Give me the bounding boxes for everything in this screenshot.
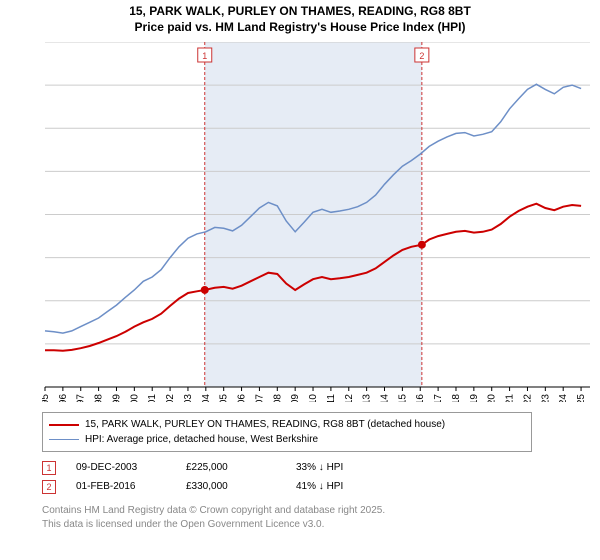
legend-label-property: 15, PARK WALK, PURLEY ON THAMES, READING… xyxy=(85,417,445,432)
svg-text:2018: 2018 xyxy=(451,394,462,402)
legend-row-property: 15, PARK WALK, PURLEY ON THAMES, READING… xyxy=(49,417,525,432)
svg-text:2020: 2020 xyxy=(487,394,498,402)
legend-swatch-hpi xyxy=(49,439,79,440)
legend-row-hpi: HPI: Average price, detached house, West… xyxy=(49,432,525,447)
svg-text:2009: 2009 xyxy=(290,394,301,402)
svg-text:2019: 2019 xyxy=(469,394,480,402)
svg-text:2017: 2017 xyxy=(433,394,444,402)
svg-text:2010: 2010 xyxy=(308,394,319,402)
title-line-1: 15, PARK WALK, PURLEY ON THAMES, READING… xyxy=(0,4,600,20)
marker-table: 1 09-DEC-2003 £225,000 33% ↓ HPI 2 01-FE… xyxy=(42,458,582,496)
footnote-line-2: This data is licensed under the Open Gov… xyxy=(42,518,582,532)
svg-text:2003: 2003 xyxy=(183,394,194,402)
legend-box: 15, PARK WALK, PURLEY ON THAMES, READING… xyxy=(42,412,532,452)
title-line-2: Price paid vs. HM Land Registry's House … xyxy=(0,20,600,36)
marker-pct-2: 41% ↓ HPI xyxy=(296,477,386,496)
svg-text:2024: 2024 xyxy=(558,394,569,402)
svg-text:2002: 2002 xyxy=(165,394,176,402)
marker-row-1: 1 09-DEC-2003 £225,000 33% ↓ HPI xyxy=(42,458,582,477)
svg-text:2012: 2012 xyxy=(344,394,355,402)
marker-num-1: 1 xyxy=(42,461,56,475)
marker-date-1: 09-DEC-2003 xyxy=(76,458,166,477)
svg-text:2004: 2004 xyxy=(201,394,212,402)
marker-price-2: £330,000 xyxy=(186,477,276,496)
svg-text:2025: 2025 xyxy=(576,394,587,402)
legend-swatch-property xyxy=(49,424,79,426)
svg-text:1: 1 xyxy=(202,51,207,61)
svg-text:2015: 2015 xyxy=(397,394,408,402)
footnote: Contains HM Land Registry data © Crown c… xyxy=(42,504,582,531)
svg-text:2001: 2001 xyxy=(147,394,158,402)
svg-text:2007: 2007 xyxy=(254,394,265,402)
svg-text:2008: 2008 xyxy=(272,394,283,402)
svg-text:2023: 2023 xyxy=(540,394,551,402)
legend-label-hpi: HPI: Average price, detached house, West… xyxy=(85,432,318,447)
svg-text:1997: 1997 xyxy=(76,394,87,402)
svg-text:1999: 1999 xyxy=(111,394,122,402)
chart-container: 15, PARK WALK, PURLEY ON THAMES, READING… xyxy=(0,0,600,560)
svg-text:2005: 2005 xyxy=(219,394,230,402)
svg-text:2000: 2000 xyxy=(129,394,140,402)
svg-text:2011: 2011 xyxy=(326,394,337,402)
marker-pct-1: 33% ↓ HPI xyxy=(296,458,386,477)
svg-text:2: 2 xyxy=(419,51,424,61)
marker-price-1: £225,000 xyxy=(186,458,276,477)
svg-text:1995: 1995 xyxy=(42,394,51,402)
chart-area: £0£100K£200K£300K£400K£500K£600K£700K£80… xyxy=(42,42,590,402)
footnote-line-1: Contains HM Land Registry data © Crown c… xyxy=(42,504,582,518)
marker-date-2: 01-FEB-2016 xyxy=(76,477,166,496)
svg-text:2021: 2021 xyxy=(505,394,516,402)
svg-text:2014: 2014 xyxy=(380,394,391,402)
title-block: 15, PARK WALK, PURLEY ON THAMES, READING… xyxy=(0,0,600,35)
svg-text:2016: 2016 xyxy=(415,394,426,402)
line-chart-svg: £0£100K£200K£300K£400K£500K£600K£700K£80… xyxy=(42,42,590,402)
svg-text:2013: 2013 xyxy=(362,394,373,402)
svg-text:1996: 1996 xyxy=(58,394,69,402)
svg-text:2022: 2022 xyxy=(522,394,533,402)
marker-row-2: 2 01-FEB-2016 £330,000 41% ↓ HPI xyxy=(42,477,582,496)
svg-text:2006: 2006 xyxy=(237,394,248,402)
marker-num-2: 2 xyxy=(42,480,56,494)
svg-text:1998: 1998 xyxy=(94,394,105,402)
